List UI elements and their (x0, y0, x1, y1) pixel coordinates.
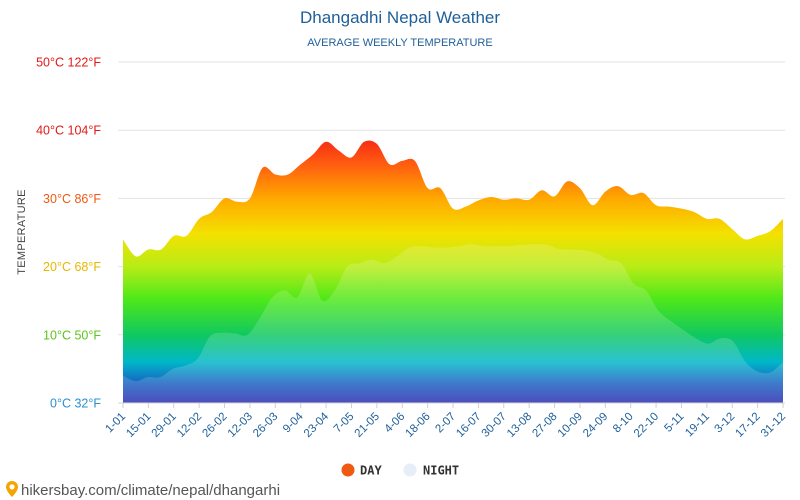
y-tick-label: 30°C 86°F (43, 192, 101, 206)
legend-night-label: NIGHT (423, 464, 459, 478)
x-tick-label: 12-03 (226, 411, 255, 440)
legend-item-day[interactable]: DAY (341, 463, 383, 478)
x-tick-label: 22-10 (632, 411, 661, 440)
y-tick-label: 40°C 104°F (36, 124, 101, 138)
legend-day-label: DAY (360, 464, 382, 478)
x-tick-label: 16-07 (454, 411, 483, 440)
x-tick-label: 23-04 (302, 410, 332, 440)
x-tick-label: 30-07 (480, 411, 509, 440)
x-tick-label: 19-11 (683, 411, 712, 440)
y-tick-label: 0°C 32°F (50, 397, 101, 411)
night-temperature-area (123, 244, 783, 403)
x-tick-label: 31-12 (759, 411, 788, 440)
y-axis-ticks: 0°C 32°F 10°C 50°F 20°C 68°F 30°C 86°F 40°C … (36, 56, 101, 411)
chart-title: Dhangadhi Nepal Weather (300, 8, 500, 27)
x-tick-label: 29-01 (150, 411, 179, 440)
x-tick-label: 18-06 (403, 411, 432, 440)
footer-source-link[interactable]: hikersbay.com/climate/nepal/dhangarhi (21, 482, 280, 499)
legend-item-night[interactable]: NIGHT (403, 463, 460, 478)
x-tick-label: 27-08 (530, 411, 559, 440)
x-tick-label: 15-01 (124, 411, 153, 440)
location-pin-icon (6, 481, 18, 497)
y-axis-title: TEMPERATURE (16, 189, 28, 275)
x-tick-label: 12-02 (175, 411, 204, 440)
legend-night-swatch (403, 463, 417, 477)
x-tick-label: 26-02 (200, 411, 229, 440)
x-tick-label: 10-09 (556, 411, 585, 440)
x-tick-label: 26-03 (251, 411, 280, 440)
legend: DAY NIGHT (341, 463, 460, 478)
y-tick-label: 50°C 122°F (36, 56, 101, 70)
y-tick-label: 20°C 68°F (43, 260, 101, 274)
x-tick-label: 17-12 (733, 411, 762, 440)
chart-subtitle: AVERAGE WEEKLY TEMPERATURE (307, 37, 492, 49)
x-tick-label: 13-08 (505, 411, 534, 440)
footer-source[interactable]: hikersbay.com/climate/nepal/dhangarhi (6, 481, 280, 499)
x-tick-label: 21-05 (353, 411, 382, 440)
x-tick-label: 24-09 (581, 411, 610, 440)
y-tick-label: 10°C 50°F (43, 328, 101, 342)
legend-day-swatch (341, 463, 355, 477)
day-temperature-area (123, 140, 783, 403)
